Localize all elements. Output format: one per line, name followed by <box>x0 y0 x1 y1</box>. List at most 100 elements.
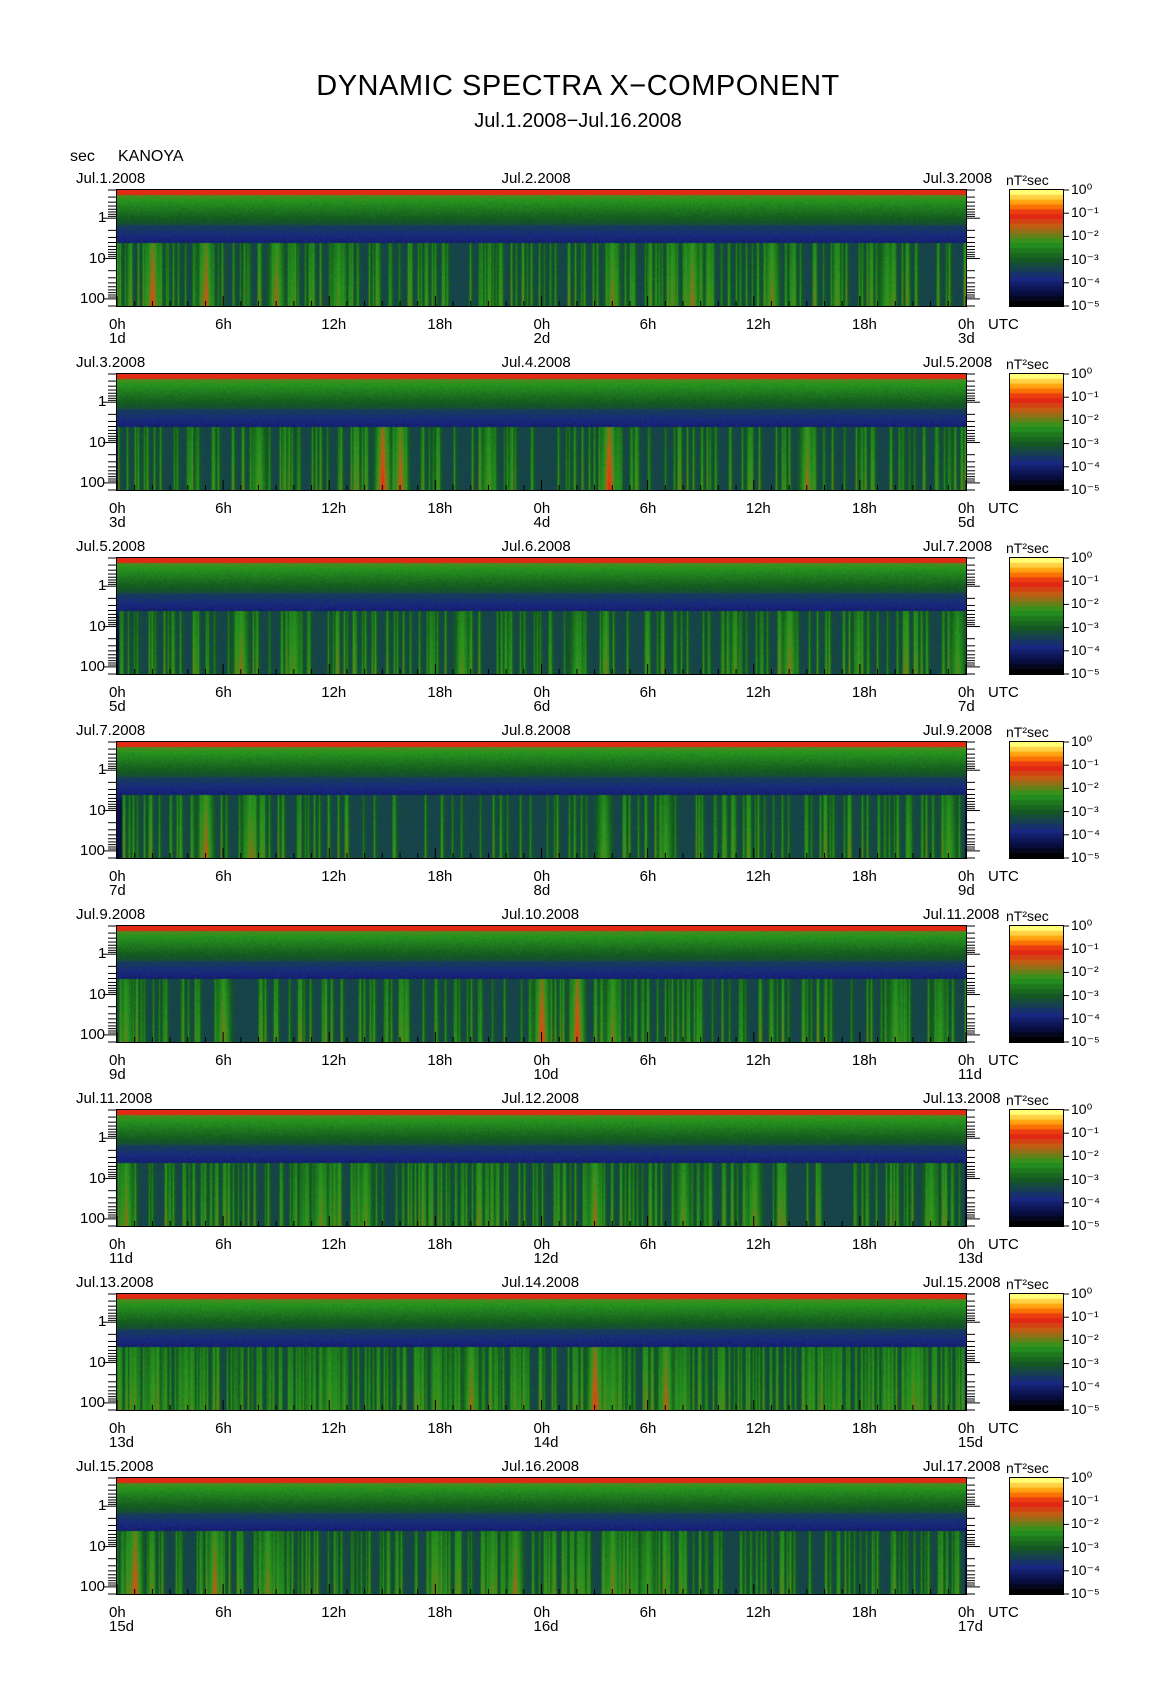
x-tick-label: 18h <box>427 316 453 333</box>
x-tick-label: 18h <box>851 1236 877 1253</box>
x-tick-label: 0h <box>958 500 975 517</box>
colorbar-tick-label: 10⁻² <box>1071 1147 1099 1164</box>
x-tick-label: 12h <box>321 1604 347 1621</box>
colorbar-tick-label: 10⁻¹ <box>1071 204 1099 221</box>
x-tick-label: 18h <box>427 500 453 517</box>
colorbar-tick-label: 10⁻³ <box>1071 802 1099 819</box>
x-tick-label: 6h <box>215 684 232 701</box>
panel-date-right: Jul.3.2008 <box>923 170 993 187</box>
panel-date-right: Jul.7.2008 <box>923 538 993 555</box>
x-tick-label: 6h <box>639 1420 657 1437</box>
y-tick-label: 100 <box>80 1577 106 1595</box>
x-tick-label: 0h <box>109 1420 126 1437</box>
y-tick-label: 1 <box>98 1497 107 1515</box>
x-tick-label: 12h <box>745 316 771 333</box>
colorbar-tick-label: 10⁻⁴ <box>1071 1193 1100 1210</box>
x-tick-label: 6h <box>639 868 657 885</box>
colorbar-tick-label: 10⁻⁴ <box>1071 1377 1100 1394</box>
colorbar-tick-label: 10⁻³ <box>1071 618 1099 635</box>
chart-subtitle: Jul.1.2008−Jul.16.2008 <box>474 110 682 132</box>
colorbar-tick-label: 10⁰ <box>1071 1101 1093 1117</box>
colorbar-tick-label: 10⁻² <box>1071 227 1099 244</box>
x-tick-label: 18h <box>851 316 877 333</box>
y-tick-label: 100 <box>80 841 106 859</box>
x-tick-label: 18h <box>427 1052 453 1069</box>
day-label: 14d <box>533 1434 559 1451</box>
panel-date-center: Jul.14.2008 <box>501 1274 580 1291</box>
x-tick-label: 0h <box>533 1236 551 1253</box>
panel-date-left: Jul.11.2008 <box>76 1090 153 1107</box>
x-tick-label: 0h <box>109 1604 126 1621</box>
x-tick-label: 0h <box>533 868 551 885</box>
x-tick-label: 18h <box>427 684 453 701</box>
x-tick-label: 0h <box>533 1604 551 1621</box>
x-tick-label: 18h <box>427 1604 453 1621</box>
colorbar-tick-label: 10⁻⁵ <box>1071 1217 1100 1233</box>
day-label: 13d <box>958 1250 984 1267</box>
y-tick-label: 1 <box>98 1313 107 1331</box>
colorbar <box>1009 1109 1064 1227</box>
x-tick-label: 12h <box>321 868 347 885</box>
x-tick-label: 0h <box>109 500 126 517</box>
colorbar-tick-label: 10⁻¹ <box>1071 1124 1099 1141</box>
panel-date-left: Jul.13.2008 <box>76 1274 154 1291</box>
panel-date-center: Jul.16.2008 <box>501 1458 580 1475</box>
x-tick-label: 0h <box>109 1052 126 1069</box>
x-tick-label: 6h <box>639 316 657 333</box>
x-tick-label: 0h <box>958 1052 975 1069</box>
x-tick-label: 0h <box>958 868 975 885</box>
colorbar-tick-label: 10⁻⁵ <box>1071 849 1100 865</box>
colorbar-unit-label: nT²sec <box>1006 356 1049 372</box>
y-tick-label: 10 <box>89 1169 106 1187</box>
panel-date-left: Jul.3.2008 <box>76 354 146 371</box>
colorbar-tick-label: 10⁰ <box>1071 365 1093 381</box>
colorbar-tick-label: 10⁻¹ <box>1071 572 1099 589</box>
y-tick-label: 10 <box>89 249 106 267</box>
colorbar-tick-label: 10⁻³ <box>1071 1170 1099 1187</box>
y-tick-label: 1 <box>98 1129 107 1147</box>
day-label: 8d <box>533 882 551 899</box>
colorbar <box>1009 741 1064 859</box>
colorbar-tick-label: 10⁻¹ <box>1071 940 1099 957</box>
colorbar-tick-label: 10⁰ <box>1071 1469 1093 1485</box>
colorbar-tick-label: 10⁻³ <box>1071 1354 1099 1371</box>
colorbar-tick-label: 10⁰ <box>1071 1285 1093 1301</box>
x-tick-label: 6h <box>215 868 232 885</box>
panel-date-left: Jul.15.2008 <box>76 1458 154 1475</box>
colorbar-tick-label: 10⁻⁵ <box>1071 1585 1100 1601</box>
y-axis-unit-label: sec <box>70 148 95 165</box>
x-tick-label: 12h <box>321 316 347 333</box>
colorbar-tick-label: 10⁻⁴ <box>1071 641 1100 658</box>
x-axis-utc-label: UTC <box>988 1604 1019 1621</box>
colorbar-tick-label: 10⁻⁴ <box>1071 457 1100 474</box>
chart-title: DYNAMIC SPECTRA X−COMPONENT <box>316 70 840 102</box>
x-axis-utc-label: UTC <box>988 868 1019 885</box>
spectrogram-panel <box>116 925 967 1043</box>
colorbar-tick-label: 10⁻² <box>1071 963 1099 980</box>
x-tick-label: 18h <box>851 868 877 885</box>
day-label: 16d <box>533 1618 559 1635</box>
x-tick-label: 18h <box>851 1604 877 1621</box>
x-tick-label: 12h <box>745 1604 771 1621</box>
x-tick-label: 12h <box>745 1236 771 1253</box>
x-tick-label: 6h <box>215 1420 232 1437</box>
day-label: 15d <box>109 1618 135 1635</box>
panel-date-left: Jul.1.2008 <box>76 170 146 187</box>
colorbar-tick-label: 10⁻² <box>1071 411 1099 428</box>
x-tick-label: 6h <box>639 684 657 701</box>
x-tick-label: 18h <box>851 1052 877 1069</box>
colorbar <box>1009 373 1064 491</box>
colorbar-unit-label: nT²sec <box>1006 1092 1049 1108</box>
x-tick-label: 6h <box>215 1604 232 1621</box>
day-label: 7d <box>109 882 126 899</box>
panel-date-right: Jul.5.2008 <box>923 354 993 371</box>
x-tick-label: 12h <box>745 1420 771 1437</box>
spectrogram-panel <box>116 1477 967 1595</box>
colorbar-unit-label: nT²sec <box>1006 1460 1049 1476</box>
colorbar <box>1009 1477 1064 1595</box>
panel-date-right: Jul.17.2008 <box>923 1458 1001 1475</box>
spectrogram-panel <box>116 189 967 307</box>
colorbar-tick-label: 10⁰ <box>1071 181 1093 197</box>
colorbar-tick-label: 10⁻² <box>1071 1331 1099 1348</box>
